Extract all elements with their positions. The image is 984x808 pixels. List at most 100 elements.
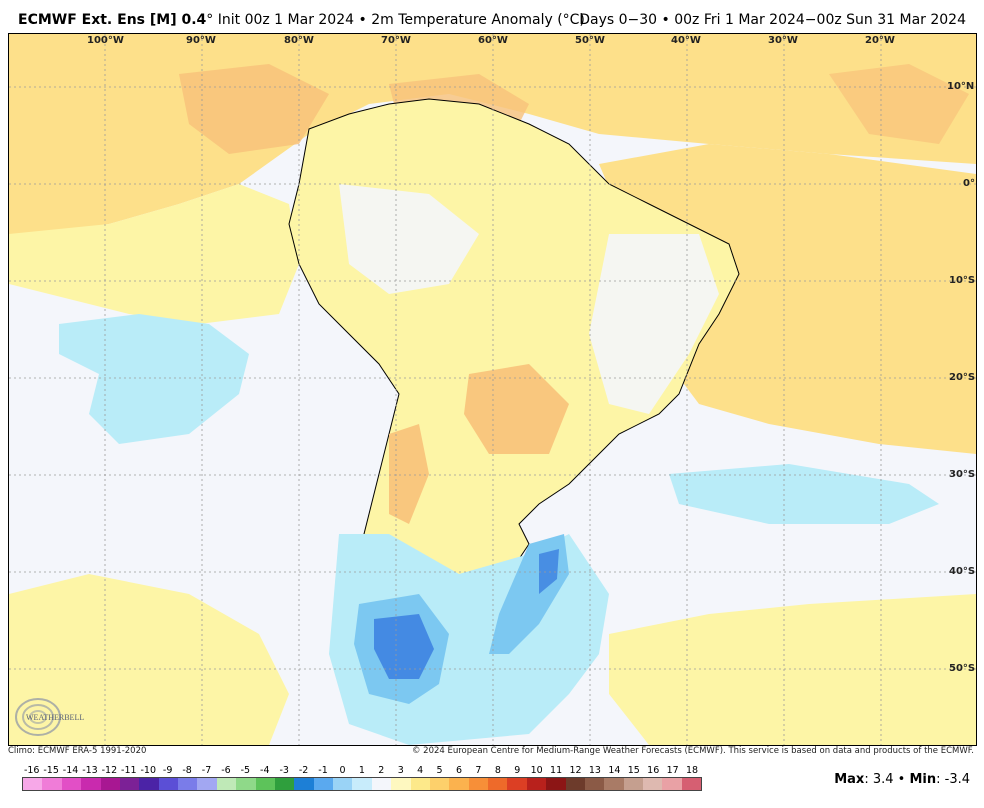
min-label: Min <box>909 772 937 787</box>
init-time: Init 00z 1 Mar 2024 <box>213 12 355 28</box>
legend-color-swatch <box>488 778 508 790</box>
legend-color-swatch <box>333 778 353 790</box>
legend-color-swatch <box>681 778 702 790</box>
climo-credit: Climo: ECMWF ERA-5 1991-2020 <box>8 746 147 756</box>
legend-color-swatch <box>294 778 314 790</box>
legend-tick-label: 12 <box>569 765 582 776</box>
legend-tick-label: -15 <box>43 765 59 776</box>
legend-tick-label: 8 <box>494 765 501 776</box>
lat-label: 20°S <box>949 372 976 383</box>
max-min-separator: • <box>893 772 910 787</box>
weatherbell-logo: WEATHERBELL <box>15 698 84 736</box>
legend-tick-label: 14 <box>608 765 621 776</box>
neutral-anomaly-amazon <box>339 184 479 294</box>
lat-label: 50°S <box>949 663 976 674</box>
legend-color-swatch <box>178 778 198 790</box>
legend-tick-label: -13 <box>82 765 98 776</box>
map-panel: 100°W 90°W 80°W 70°W 60°W 50°W 40°W 30°W… <box>8 33 977 746</box>
valid-period: Days 0−30 • 00z Fri 1 Mar 2024−00z Sun 3… <box>579 12 966 28</box>
warm-anomaly-south-atlantic-lower <box>609 594 976 745</box>
lat-label: 40°S <box>949 566 976 577</box>
legend-color-swatch <box>449 778 469 790</box>
legend-color-swatch <box>468 778 488 790</box>
legend-color-swatch <box>526 778 547 790</box>
legend-color-swatch <box>662 778 682 790</box>
legend-color-swatch <box>313 778 333 790</box>
legend-color-swatch <box>119 778 140 790</box>
lat-label: 0° <box>963 178 975 189</box>
legend-color-swatch <box>371 778 392 790</box>
legend-tick-label: 18 <box>686 765 699 776</box>
warm-anomaly-north-pacific-inner <box>179 64 329 154</box>
legend-tick-label: 16 <box>647 765 660 776</box>
legend-color-swatch <box>410 778 430 790</box>
legend-tick-label: 6 <box>455 765 463 776</box>
legend-color-swatch <box>352 778 372 790</box>
legend-tick-label: 10 <box>530 765 543 776</box>
chart-title: ECMWF Ext. Ens [M] 0.4° Init 00z 1 Mar 2… <box>18 12 585 28</box>
legend-tick-label: 2 <box>378 765 385 776</box>
warm-anomaly-north-atlantic <box>829 64 969 144</box>
legend-tick-label: 9 <box>514 765 521 776</box>
legend-tick-label: -3 <box>279 765 289 776</box>
max-label: Max <box>834 772 865 787</box>
min-value: : -3.4 <box>936 772 970 787</box>
legend-tick-label: 15 <box>627 765 640 776</box>
legend-color-swatch <box>81 778 101 790</box>
lon-label: 40°W <box>671 35 701 46</box>
legend-color-swatch <box>584 778 605 790</box>
legend-color-swatch <box>623 778 643 790</box>
anomaly-map <box>9 34 976 745</box>
legend-tick-label: -12 <box>101 765 118 776</box>
legend-color-swatch <box>42 778 62 790</box>
legend-color-swatch <box>643 778 663 790</box>
lon-label: 70°W <box>381 35 411 46</box>
legend-color-swatch <box>236 778 256 790</box>
legend-tick-label: 4 <box>417 765 424 776</box>
legend-color-swatch <box>23 778 43 790</box>
warm-anomaly-southwest-pacific <box>9 574 289 745</box>
legend-color-swatch <box>274 778 295 790</box>
legend-color-swatch <box>507 778 527 790</box>
legend-tick-label: -7 <box>201 765 212 776</box>
lon-label: 80°W <box>284 35 314 46</box>
legend-tick-label: -14 <box>62 765 79 776</box>
warm-anomaly-south-atlantic <box>599 144 976 454</box>
lon-label: 20°W <box>865 35 895 46</box>
legend-tick-label: -6 <box>221 765 231 776</box>
neutral-anomaly-east-brazil <box>589 234 719 414</box>
graticule <box>9 34 976 745</box>
legend-tick-label: 7 <box>475 765 482 776</box>
legend-colorbar <box>22 777 702 791</box>
warm-anomaly-paraguay <box>464 364 569 454</box>
degree-symbol: ° <box>206 12 214 28</box>
cool-anomaly-argentine-core <box>539 549 559 594</box>
warm-anomaly-andes <box>389 424 429 524</box>
legend-tick-label: -8 <box>182 765 192 776</box>
lat-label: 30°S <box>949 469 976 480</box>
legend-color-swatch <box>604 778 624 790</box>
cool-anomaly-southeast-pacific <box>59 314 249 444</box>
legend-labels: -16 -15 -14 -13 -12 -11 -10 -9 -8 -7 -6 -5 -4 -3 -2 -1 0… <box>22 764 702 777</box>
legend-tick-label: 5 <box>436 765 443 776</box>
max-min-summary: Max: 3.4 • Min: -3.4 <box>834 772 970 787</box>
warm-anomaly-east-pacific <box>9 184 299 324</box>
legend-color-swatch <box>565 778 585 790</box>
legend-tick-label: 0 <box>339 765 346 776</box>
color-legend: -16 -15 -14 -13 -12 -11 -10 -9 -8 -7 -6 -5 -4 -3 -2 -1 0… <box>22 764 702 791</box>
legend-tick-label: -11 <box>121 765 137 776</box>
max-value: : 3.4 <box>864 772 894 787</box>
legend-tick-label: 3 <box>397 765 404 776</box>
legend-tick-label: 13 <box>588 765 601 776</box>
legend-tick-label: -10 <box>140 765 156 776</box>
lon-label: 90°W <box>186 35 216 46</box>
ecmwf-copyright: © 2024 European Centre for Medium-Range … <box>411 746 974 756</box>
model-name: ECMWF Ext. Ens [M] 0.4 <box>18 12 207 28</box>
legend-color-swatch <box>139 778 159 790</box>
lat-label: 10°N <box>947 81 975 92</box>
cool-anomaly-south-atlantic <box>669 464 939 524</box>
separator: • <box>354 12 372 28</box>
legend-tick-label: -16 <box>23 765 40 776</box>
legend-tick-label: 1 <box>358 765 365 776</box>
legend-color-swatch <box>197 778 217 790</box>
